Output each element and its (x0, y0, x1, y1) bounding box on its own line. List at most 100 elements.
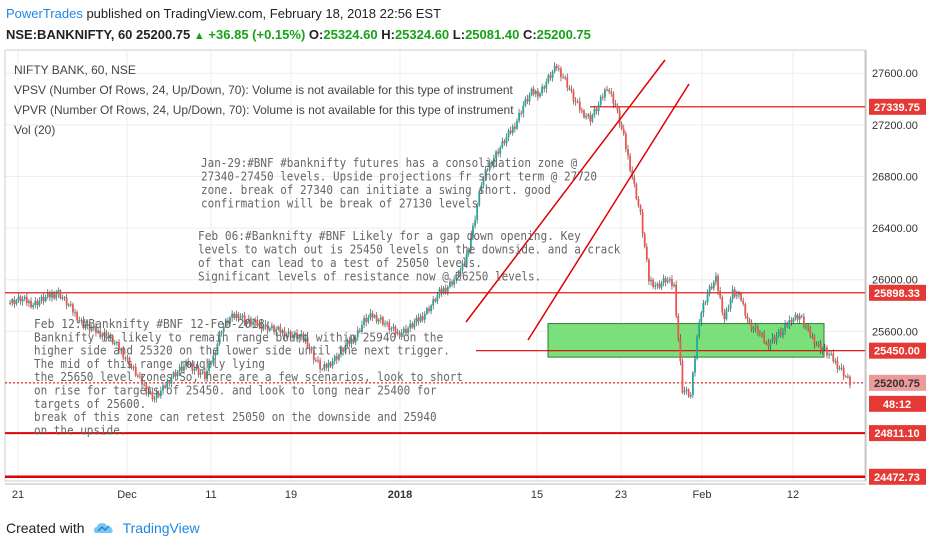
candle-body (591, 115, 594, 122)
price-label-box (869, 284, 926, 301)
close-value: 25200.75 (536, 27, 591, 42)
candle-body (752, 328, 755, 330)
candle-body (742, 300, 745, 304)
candle-body (729, 299, 732, 309)
candle-body (759, 333, 761, 335)
candle-body (413, 322, 416, 328)
candle-body (63, 297, 66, 299)
time-tick: 23 (615, 489, 627, 501)
price-label: 25200.75 (874, 378, 920, 390)
candle-body (673, 284, 675, 287)
candle-body (589, 114, 592, 122)
candle-body (635, 183, 638, 199)
price-label: 27339.75 (874, 102, 920, 114)
candle-body (537, 91, 539, 97)
candle-body (331, 361, 334, 367)
candle-body (696, 336, 698, 359)
candle-body (53, 293, 55, 299)
candle-body (99, 330, 102, 337)
candle-body (310, 348, 313, 351)
candle-body (784, 324, 786, 331)
tradingview-link[interactable]: TradingView (122, 520, 200, 536)
candle-body (34, 300, 37, 305)
candle-body (629, 155, 631, 171)
candle-body (371, 313, 374, 318)
candle-body (145, 384, 148, 394)
candle-body (518, 112, 520, 121)
candle-body (796, 314, 799, 320)
candle-body (499, 147, 502, 154)
candle-body (434, 299, 437, 302)
candle-body (212, 355, 215, 364)
candle-body (9, 302, 11, 304)
candle-body (572, 91, 575, 102)
candle-body (319, 360, 321, 370)
price-label: 25450.00 (874, 346, 920, 358)
candle-body (346, 340, 349, 347)
trend-channel (465, 59, 690, 341)
candle-body (842, 367, 845, 377)
candle-body (113, 342, 116, 344)
candle-body (220, 331, 223, 334)
candle-body (300, 333, 303, 337)
candle-body (562, 77, 564, 79)
candle-body (105, 332, 108, 339)
candle-body (61, 297, 64, 299)
candle-body (547, 75, 550, 82)
candle-body (455, 274, 458, 280)
candle-body (666, 280, 669, 283)
candle-body (180, 366, 183, 371)
price-tick: 25600.00 (872, 326, 918, 338)
candle-body (363, 317, 365, 325)
candle-body (358, 330, 361, 332)
note-feb12: on the upside. (34, 423, 126, 437)
candle-body (807, 326, 810, 328)
candle-body (296, 332, 298, 339)
candle-body (48, 293, 51, 298)
candle-body (568, 87, 571, 90)
candle-body (553, 65, 556, 72)
candle-body (721, 297, 724, 313)
close-label: C: (522, 27, 537, 42)
candle-body (340, 348, 342, 355)
candle-body (746, 315, 749, 320)
candle-body (55, 294, 58, 299)
candle-body (430, 305, 432, 312)
symbol: NSE:BANKNIFTY, 60 (6, 27, 133, 42)
note-jan29: Jan-29:#BNF #banknifty futures has a con… (201, 156, 577, 170)
legend: NIFTY BANK, 60, NSE VPSV (Number Of Rows,… (14, 63, 514, 137)
candle-body (618, 110, 621, 124)
consolidation-zone (547, 323, 825, 358)
candle-body (668, 279, 671, 281)
candle-body (187, 361, 190, 366)
high-value: 25324.60 (394, 27, 450, 42)
candle-body (815, 344, 818, 346)
time-tick: 11 (205, 489, 216, 501)
candle-body (266, 324, 269, 331)
candle-body (172, 372, 175, 378)
candle-body (72, 304, 74, 313)
candle-body (386, 322, 389, 324)
candle-body (744, 303, 747, 316)
candle-body (511, 126, 514, 133)
candle-body (141, 375, 143, 385)
candle-body (534, 91, 537, 95)
note-feb12: targets of 25600. (34, 397, 146, 411)
candle-body (162, 385, 164, 391)
candle-body (610, 91, 613, 94)
up-arrow-icon: ▲ (193, 30, 205, 42)
low-value: 25081.40 (465, 27, 520, 42)
candle-body (247, 318, 250, 321)
candle-body (836, 360, 839, 369)
candle-body (356, 330, 359, 338)
candle-body (107, 336, 110, 339)
time-axis: 21 Dec 11 19 2018 15 23 Feb 12 (12, 489, 799, 501)
candle-body (497, 151, 500, 154)
publisher-link[interactable]: PowerTrades (6, 6, 83, 21)
candle-body (507, 130, 510, 137)
candle-body (227, 320, 229, 324)
candle-body (120, 349, 123, 351)
candle-body (838, 368, 841, 370)
candle-body (648, 259, 650, 282)
